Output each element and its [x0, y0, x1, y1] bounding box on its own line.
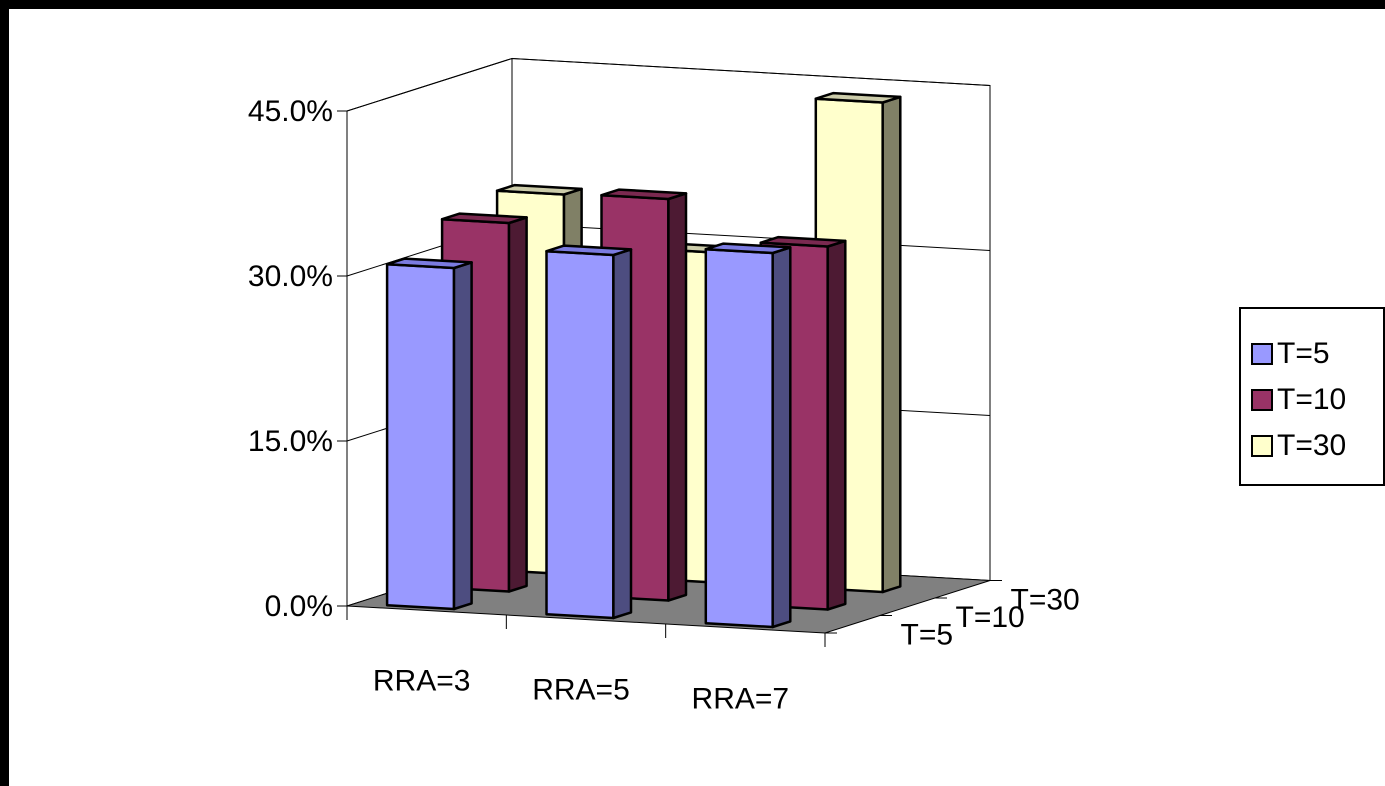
bar-top: [600, 188, 688, 201]
bar-top: [440, 212, 528, 225]
depth-tick-label: T=10: [956, 601, 1025, 634]
depth-tick-label: T=30: [1011, 583, 1080, 616]
bar: [545, 244, 633, 620]
gridline: [346, 57, 991, 112]
bar-top: [704, 242, 792, 255]
bar-side: [826, 239, 847, 611]
x-tick-label: RRA=5: [532, 674, 630, 707]
legend-item: T=5: [1251, 329, 1330, 379]
bar-front: [385, 262, 456, 611]
y-tick-label: 30.0%: [248, 260, 333, 293]
bar-top: [495, 183, 583, 196]
x-tick-label: RRA=3: [373, 665, 471, 698]
y-tick-label: 45.0%: [248, 95, 333, 128]
bar-top: [545, 244, 633, 257]
legend-label: T=30: [1277, 429, 1347, 462]
bar-side: [452, 261, 473, 611]
bar: [814, 91, 902, 594]
bar-side: [771, 246, 792, 629]
y-tick-label: 0.0%: [265, 590, 333, 623]
y-tick-label: 15.0%: [248, 425, 333, 458]
bar-front: [545, 249, 615, 620]
x-tick-label: RRA=7: [692, 683, 790, 716]
bar-top: [759, 235, 847, 248]
bar-side: [612, 248, 633, 620]
legend-swatch: [1251, 343, 1273, 365]
bar: [385, 257, 473, 611]
depth-tick-label: T=5: [901, 618, 954, 651]
bar-front: [704, 247, 774, 629]
legend-swatch: [1251, 389, 1273, 411]
bar-top: [385, 257, 473, 270]
bar-side: [667, 192, 688, 602]
legend-item: T=10: [1251, 375, 1346, 425]
bar-side: [507, 216, 528, 593]
legend: T=5 T=10 T=30: [1239, 307, 1385, 486]
bar-side: [881, 95, 902, 594]
legend-label: T=10: [1277, 383, 1347, 416]
bar: [704, 242, 792, 629]
legend-swatch: [1251, 435, 1273, 457]
legend-label: T=5: [1277, 337, 1330, 370]
bar-top: [814, 91, 902, 104]
legend-item: T=30: [1251, 421, 1346, 471]
